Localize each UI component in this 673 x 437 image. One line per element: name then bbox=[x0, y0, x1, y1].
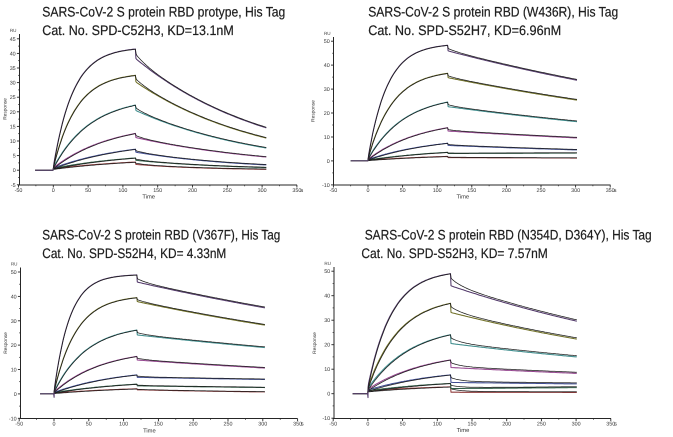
svg-text:-10: -10 bbox=[9, 416, 17, 422]
svg-text:20: 20 bbox=[10, 110, 16, 116]
svg-text:0: 0 bbox=[367, 188, 370, 194]
svg-text:RU: RU bbox=[10, 28, 17, 33]
svg-text:50: 50 bbox=[86, 422, 92, 428]
svg-text:50: 50 bbox=[400, 421, 406, 427]
svg-text:10: 10 bbox=[324, 367, 330, 373]
svg-text:200: 200 bbox=[502, 188, 511, 194]
svg-text:SARS-CoV-2 S protein RBD proty: SARS-CoV-2 S protein RBD protype, His Ta… bbox=[42, 5, 285, 20]
svg-text:300: 300 bbox=[258, 188, 267, 194]
svg-text:Response: Response bbox=[3, 98, 9, 120]
svg-text:25: 25 bbox=[10, 95, 16, 101]
svg-text:s: s bbox=[301, 422, 304, 428]
svg-text:RU: RU bbox=[11, 261, 18, 266]
svg-text:300: 300 bbox=[571, 188, 580, 194]
svg-text:0: 0 bbox=[327, 392, 330, 398]
svg-text:-50: -50 bbox=[15, 188, 23, 194]
svg-text:50: 50 bbox=[11, 270, 17, 276]
svg-text:0: 0 bbox=[366, 421, 369, 427]
svg-text:-10: -10 bbox=[322, 416, 330, 422]
svg-text:30: 30 bbox=[10, 81, 16, 87]
svg-text:s: s bbox=[300, 188, 303, 194]
svg-text:250: 250 bbox=[224, 422, 233, 428]
svg-text:s: s bbox=[614, 188, 617, 194]
svg-text:-50: -50 bbox=[330, 188, 338, 194]
svg-text:350: 350 bbox=[606, 188, 615, 194]
svg-text:150: 150 bbox=[467, 188, 476, 194]
svg-text:100: 100 bbox=[119, 422, 128, 428]
svg-text:40: 40 bbox=[324, 63, 330, 69]
svg-text:350: 350 bbox=[292, 188, 301, 194]
svg-text:100: 100 bbox=[433, 188, 442, 194]
svg-text:0: 0 bbox=[53, 422, 56, 428]
svg-text:30: 30 bbox=[324, 87, 330, 93]
svg-text:250: 250 bbox=[537, 188, 546, 194]
svg-text:Time: Time bbox=[457, 427, 470, 434]
svg-text:Response: Response bbox=[3, 332, 9, 354]
svg-text:150: 150 bbox=[468, 421, 477, 427]
svg-text:-10: -10 bbox=[322, 183, 330, 189]
svg-text:20: 20 bbox=[11, 343, 17, 349]
svg-text:35: 35 bbox=[10, 66, 16, 72]
svg-text:150: 150 bbox=[154, 422, 163, 428]
svg-text:Cat. No. SPD-S52H4, KD= 4.33nM: Cat. No. SPD-S52H4, KD= 4.33nM bbox=[42, 246, 226, 261]
svg-text:20: 20 bbox=[324, 343, 330, 349]
svg-text:10: 10 bbox=[324, 135, 330, 141]
svg-text:SARS-CoV-2 S protein RBD (V367: SARS-CoV-2 S protein RBD (V367F), His Ta… bbox=[42, 228, 280, 243]
svg-text:Response: Response bbox=[311, 100, 317, 122]
svg-text:200: 200 bbox=[188, 188, 197, 194]
svg-text:Cat. No. SPD-S52H7, KD=6.96nM: Cat. No. SPD-S52H7, KD=6.96nM bbox=[368, 23, 561, 38]
svg-text:-50: -50 bbox=[15, 422, 23, 428]
svg-text:50: 50 bbox=[324, 39, 330, 45]
svg-text:RU: RU bbox=[324, 261, 331, 266]
svg-text:350: 350 bbox=[606, 421, 615, 427]
svg-text:0: 0 bbox=[14, 392, 17, 398]
svg-text:Time: Time bbox=[456, 194, 469, 201]
svg-text:200: 200 bbox=[502, 421, 511, 427]
svg-text:50: 50 bbox=[85, 188, 91, 194]
svg-text:100: 100 bbox=[433, 421, 442, 427]
svg-text:250: 250 bbox=[537, 421, 546, 427]
svg-text:SARS-CoV-2 S protein RBD (W436: SARS-CoV-2 S protein RBD (W436R), His Ta… bbox=[368, 5, 618, 20]
svg-text:50: 50 bbox=[324, 269, 330, 275]
svg-text:Time: Time bbox=[142, 194, 155, 201]
svg-text:40: 40 bbox=[324, 294, 330, 300]
svg-text:0: 0 bbox=[52, 188, 55, 194]
svg-text:-50: -50 bbox=[329, 421, 337, 427]
svg-text:250: 250 bbox=[223, 188, 232, 194]
svg-text:Response: Response bbox=[312, 332, 318, 354]
svg-text:10: 10 bbox=[11, 368, 17, 374]
svg-text:s: s bbox=[614, 421, 617, 427]
svg-text:RU: RU bbox=[324, 31, 331, 36]
svg-text:40: 40 bbox=[11, 294, 17, 300]
svg-text:100: 100 bbox=[118, 188, 127, 194]
svg-text:Time: Time bbox=[143, 427, 156, 434]
svg-text:0: 0 bbox=[327, 159, 330, 165]
svg-text:30: 30 bbox=[324, 318, 330, 324]
svg-text:45: 45 bbox=[10, 37, 16, 43]
svg-text:0: 0 bbox=[13, 168, 16, 174]
svg-text:300: 300 bbox=[258, 422, 267, 428]
svg-text:40: 40 bbox=[10, 51, 16, 57]
svg-text:Cat. No. SPD-C52H3, KD=13.1nM: Cat. No. SPD-C52H3, KD=13.1nM bbox=[42, 23, 234, 38]
svg-text:150: 150 bbox=[153, 188, 162, 194]
svg-text:20: 20 bbox=[324, 111, 330, 117]
svg-text:Cat. No. SPD-S52H3, KD= 7.57nM: Cat. No. SPD-S52H3, KD= 7.57nM bbox=[361, 246, 547, 261]
svg-text:300: 300 bbox=[572, 421, 581, 427]
svg-text:SARS-CoV-2 S protein RBD (N354: SARS-CoV-2 S protein RBD (N354D, D364Y),… bbox=[365, 228, 652, 243]
svg-text:10: 10 bbox=[10, 139, 16, 145]
svg-text:-5: -5 bbox=[11, 183, 16, 189]
svg-text:200: 200 bbox=[189, 422, 198, 428]
svg-text:350: 350 bbox=[293, 422, 302, 428]
svg-text:15: 15 bbox=[10, 124, 16, 130]
svg-text:5: 5 bbox=[13, 154, 16, 160]
svg-text:30: 30 bbox=[11, 319, 17, 325]
svg-text:50: 50 bbox=[400, 188, 406, 194]
